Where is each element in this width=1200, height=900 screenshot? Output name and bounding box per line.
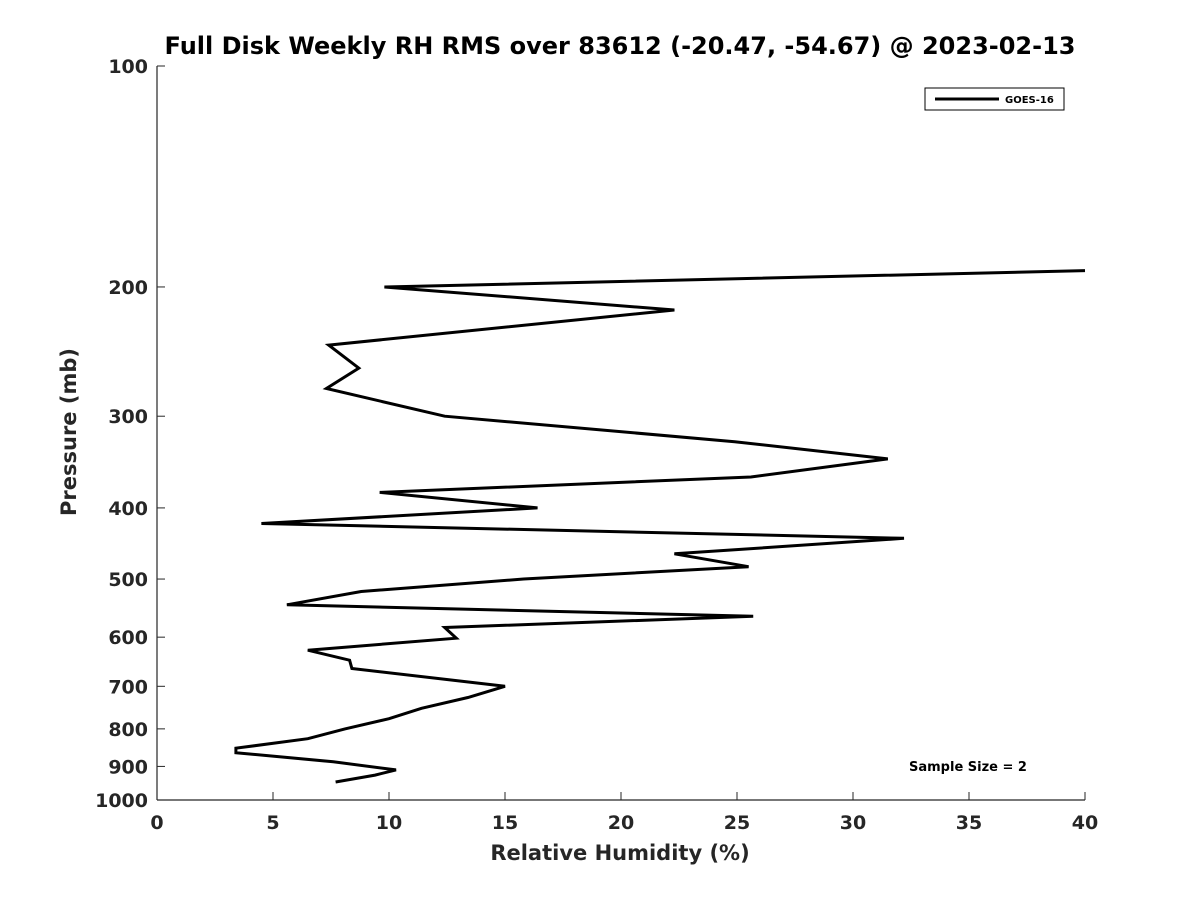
x-tick-label: 0: [150, 812, 163, 834]
x-tick-label: 10: [376, 812, 402, 834]
chart-title: Full Disk Weekly RH RMS over 83612 (-20.…: [165, 32, 1076, 60]
x-tick-label: 5: [266, 812, 279, 834]
x-tick-label: 35: [956, 812, 982, 834]
y-axis-label: Pressure (mb): [57, 348, 81, 516]
y-tick-label: 300: [108, 406, 148, 428]
y-tick-label: 600: [108, 627, 148, 649]
x-tick-label: 20: [608, 812, 634, 834]
x-tick-label: 30: [840, 812, 866, 834]
series-line: [234, 269, 1086, 784]
legend-label: GOES-16: [1005, 95, 1054, 106]
x-tick-label: 40: [1072, 812, 1098, 834]
x-axis-ticks: 0 5 10 15 20 25 30 35 40: [150, 792, 1098, 834]
x-tick-label: 25: [724, 812, 750, 834]
y-tick-label: 700: [108, 676, 148, 698]
y-tick-label: 400: [108, 498, 148, 520]
y-axis-ticks: 100 200 300 400 500 600 700 800 900 1000: [95, 56, 165, 812]
x-axis-label: Relative Humidity (%): [490, 841, 749, 865]
legend: GOES-16: [924, 87, 1065, 111]
y-tick-label: 200: [108, 277, 148, 299]
y-tick-label: 100: [108, 56, 148, 78]
y-tick-label: 500: [108, 569, 148, 591]
y-tick-label: 1000: [95, 790, 148, 812]
sample-size-annotation: Sample Size = 2: [909, 760, 1027, 775]
y-tick-label: 800: [108, 719, 148, 741]
plot-series: [234, 269, 1086, 784]
y-tick-label: 900: [108, 756, 148, 778]
x-tick-label: 15: [492, 812, 518, 834]
